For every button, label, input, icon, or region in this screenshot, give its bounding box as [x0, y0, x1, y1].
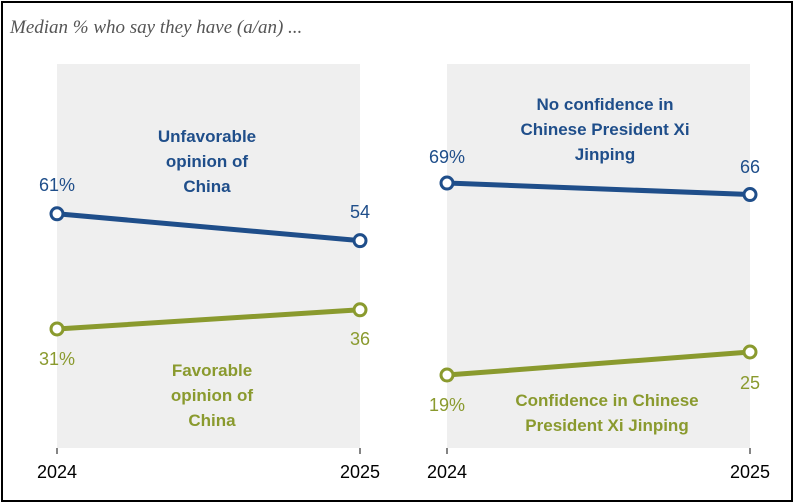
panel-2-series-positive-line [444, 349, 753, 378]
panel-1-series-positive-value-2025: 36 [350, 329, 370, 349]
panel-2-series-positive-point-2024 [439, 367, 455, 383]
panel-1-series-positive-label-line-2: opinion of [171, 386, 253, 405]
panel-1-series-negative-label-line-2: opinion of [166, 152, 248, 171]
panel-1-series-negative-line [54, 211, 363, 244]
panel-2-series-positive-value-2024: 19% [429, 395, 465, 415]
panel-1-background [57, 64, 360, 448]
panel-1-series-negative-value-2025: 54 [350, 202, 370, 222]
panel-1-series-positive-point-2024 [49, 321, 65, 337]
panel-1-x-tick-label-2025: 2025 [340, 462, 380, 482]
panel-1-series-positive-point-2025 [352, 302, 368, 318]
panel-1-series-positive-line [54, 307, 363, 332]
panel-2-series-negative-point-2025 [742, 187, 758, 203]
panel-1-series-positive-label-line-1: Favorable [172, 361, 252, 380]
panel-1-series-negative-label-line-1: Unfavorable [158, 127, 256, 146]
panel-1-series-negative-point-2025 [352, 233, 368, 249]
panel-2-series-negative-value-2024: 69% [429, 147, 465, 167]
panel-1-x-tick-label-2024: 2024 [37, 462, 77, 482]
chart-subtitle: Median % who say they have (a/an) ... [10, 17, 303, 38]
panel-2-series-negative-point-2024 [439, 175, 455, 191]
panel-1-series-negative-value-2024: 61% [39, 175, 75, 195]
panel-2-series-negative-label-line-3: Jinping [575, 145, 635, 164]
panel-2-x-tick-label-2024: 2024 [427, 462, 467, 482]
panel-1-series-negative-point-2024 [49, 206, 65, 222]
panel-2-x-tick-label-2025: 2025 [730, 462, 770, 482]
panel-1-series-negative-label-line-3: China [183, 177, 231, 196]
panel-2-series-positive-point-2025 [742, 344, 758, 360]
panel-2-series-negative-label-line-1: No confidence in [537, 95, 674, 114]
panel-2-series-positive-value-2025: 25 [740, 373, 760, 393]
panel-1-series-positive-label-line-3: China [188, 411, 236, 430]
panel-2-series-positive-label-line-1: Confidence in Chinese [515, 391, 698, 410]
panel-2-series-positive-label-line-2: President Xi Jinping [525, 416, 688, 435]
panel-2-series-negative-label-line-2: Chinese President Xi [520, 120, 689, 139]
panel-2-series-negative-line [444, 180, 753, 198]
panel-2-series-negative-value-2025: 66 [740, 157, 760, 177]
panel-1-series-positive-value-2024: 31% [39, 349, 75, 369]
panel-2-background [447, 64, 750, 448]
